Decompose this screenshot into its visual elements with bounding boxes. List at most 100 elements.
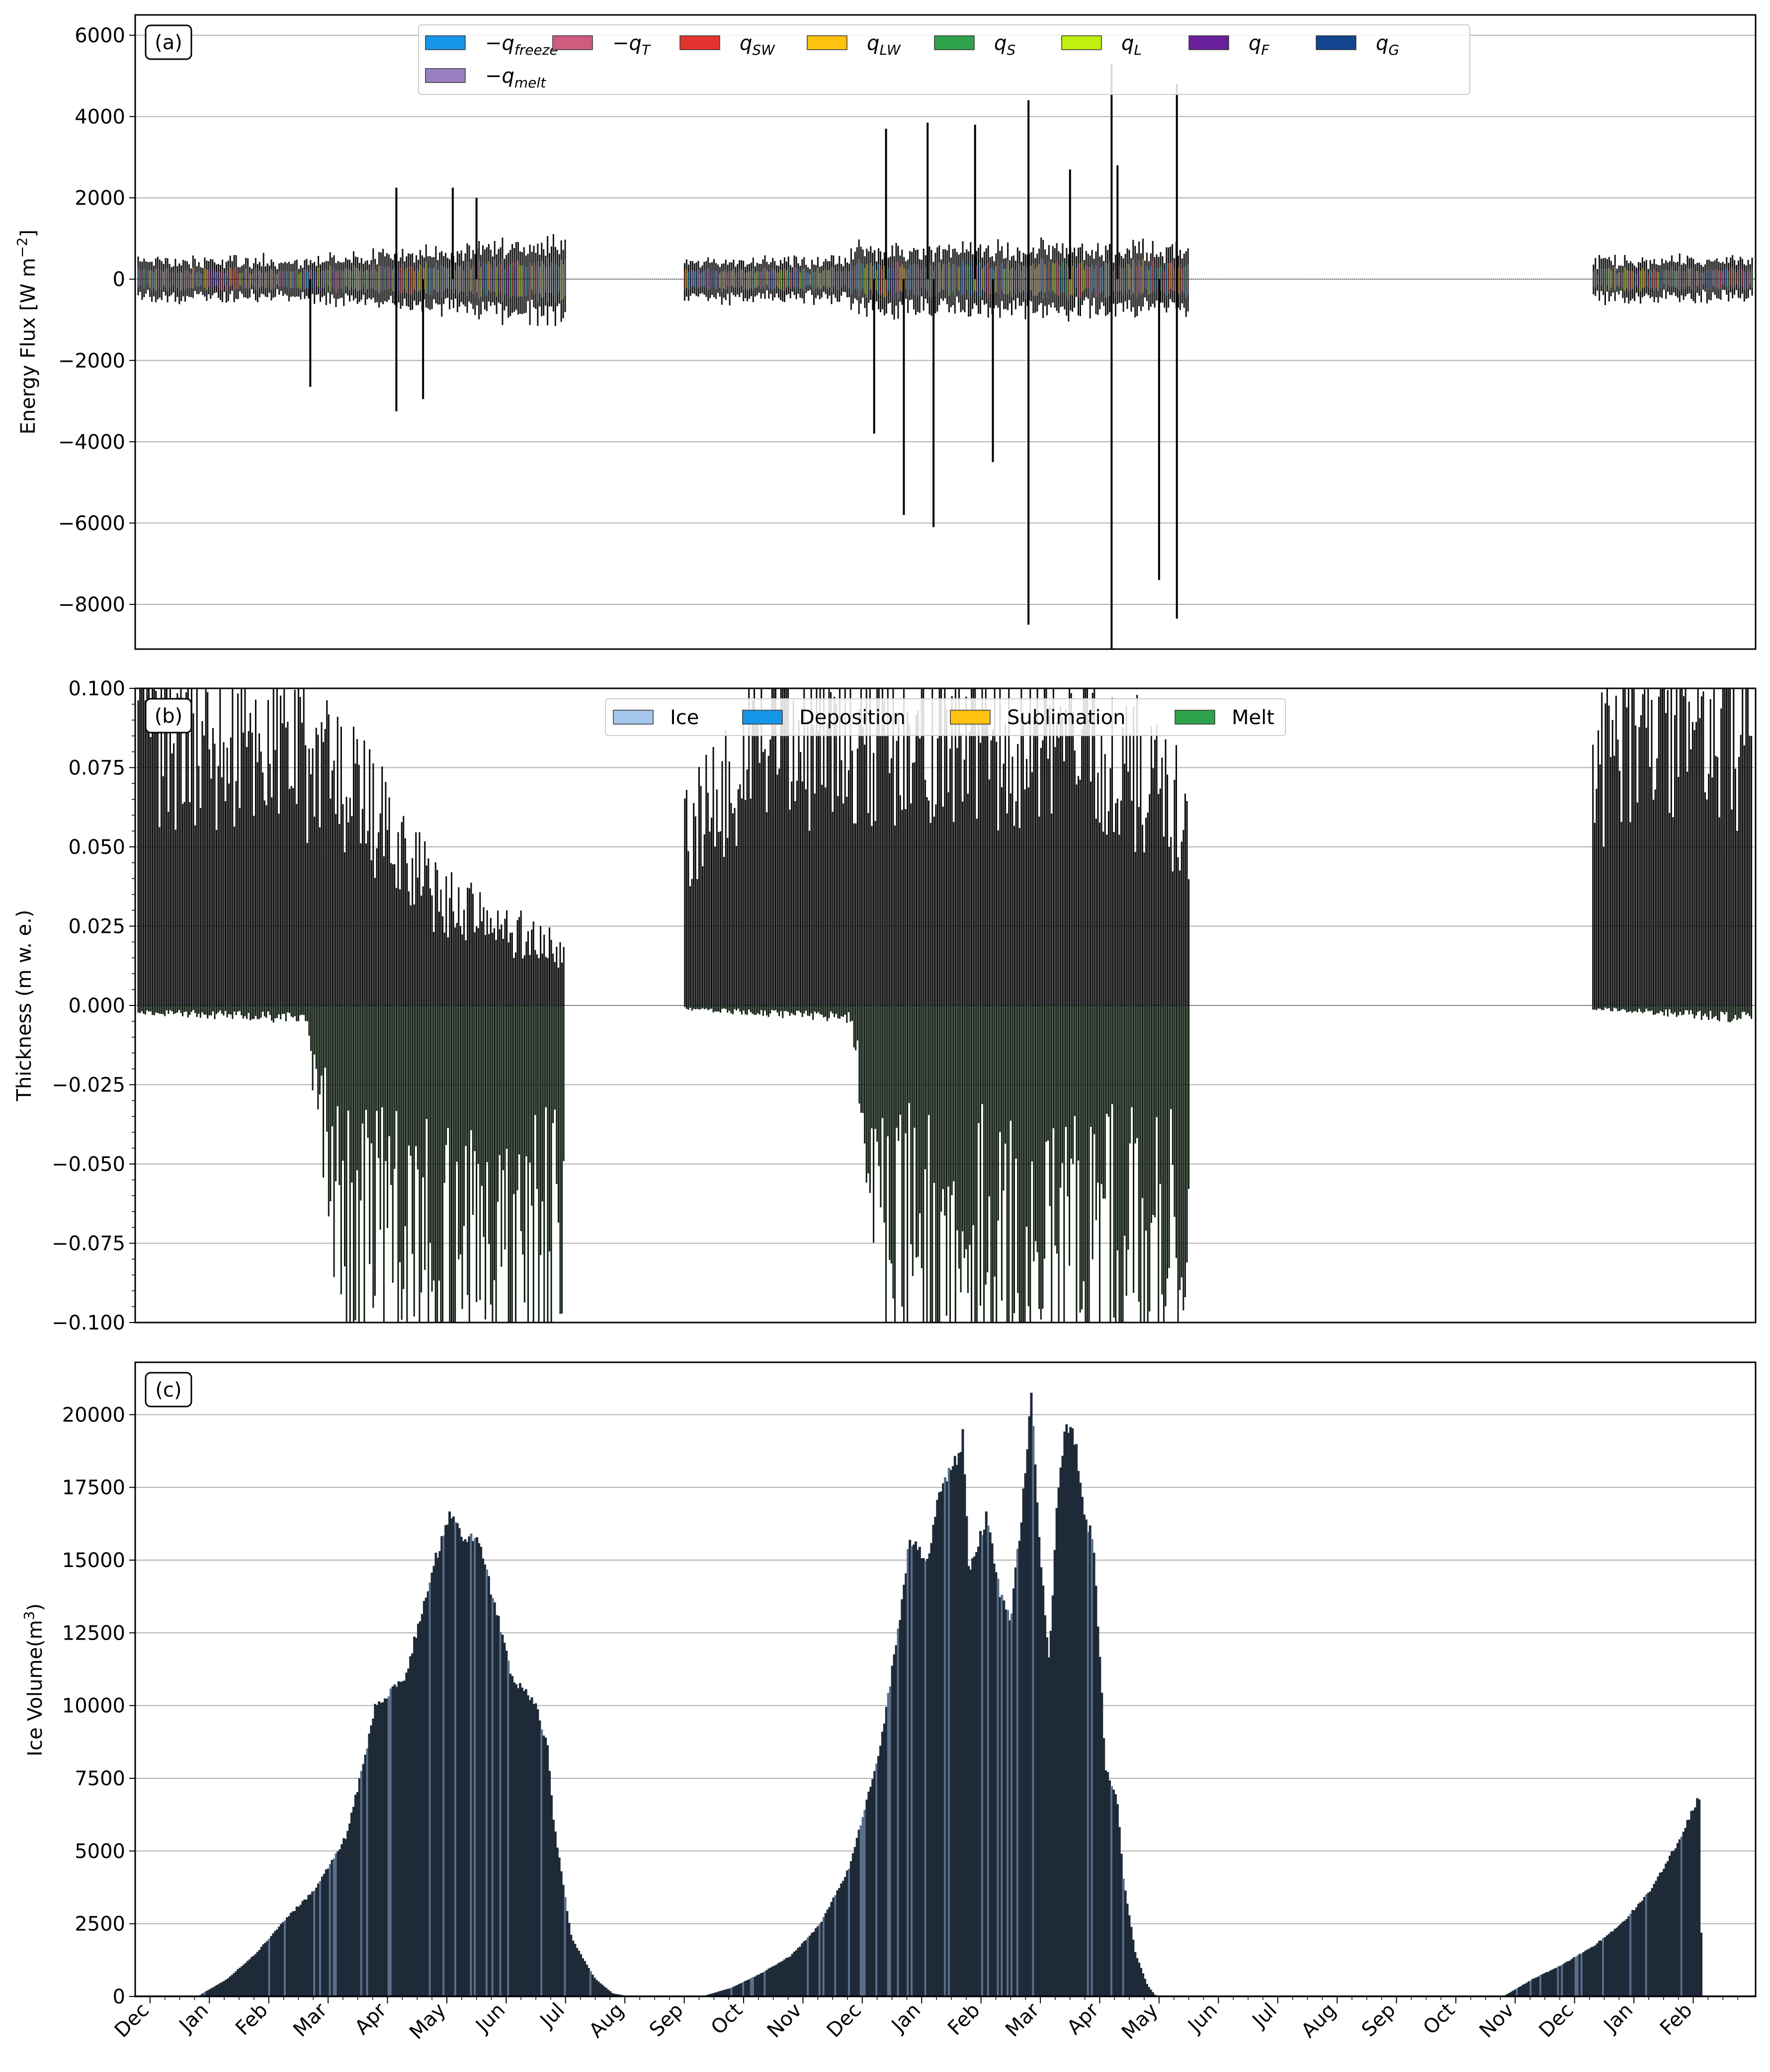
volume-bar (1680, 1836, 1683, 1996)
volume-bar (1619, 1924, 1622, 1996)
volume-bar (289, 1912, 292, 1996)
volume-bar (352, 1807, 355, 1996)
volume-bar (356, 1792, 359, 1996)
volume-bar (482, 1558, 485, 1996)
volume-bar (1038, 1537, 1041, 1996)
volume-bar (342, 1838, 345, 1996)
y-tick-label: 0 (113, 268, 125, 291)
volume-bar (818, 1924, 821, 1996)
volume-bar (826, 1909, 829, 1996)
volume-bar (476, 1537, 479, 1996)
volume-bar (601, 1985, 604, 1996)
panel-b-legend: Ice Deposition Sublimation Melt (605, 698, 1286, 736)
volume-bar (480, 1547, 483, 1996)
volume-bar (801, 1943, 804, 1996)
volume-bar (754, 1976, 757, 1996)
volume-bar (299, 1905, 302, 1996)
volume-bar (983, 1529, 986, 1996)
y-tick-label: 0 (113, 1986, 125, 2008)
volume-bar (580, 1954, 583, 1996)
volume-bar (572, 1940, 575, 1996)
volume-bar (235, 1971, 238, 1996)
volume-bar (239, 1968, 242, 1996)
volume-bar (861, 1817, 864, 1996)
volume-bar (1549, 1971, 1552, 1996)
volume-bar (1510, 1991, 1513, 1996)
volume-bar (562, 1885, 565, 1996)
volume-bar (1087, 1532, 1090, 1996)
volume-bar (805, 1940, 808, 1996)
volume-bar (975, 1552, 978, 1996)
volume-bar (1051, 1595, 1054, 1996)
volume-bar (969, 1570, 972, 1996)
volume-bar (1647, 1893, 1650, 1996)
volume-bar (405, 1672, 408, 1996)
legend-label: qF (1249, 32, 1269, 58)
volume-bar (1140, 1968, 1143, 1996)
volume-bar (1588, 1948, 1591, 1996)
volume-bar (307, 1895, 310, 1996)
volume-bar (1692, 1810, 1695, 1996)
volume-bar (716, 1991, 719, 1996)
volume-bar (430, 1573, 433, 1996)
legend-swatch (425, 68, 466, 83)
volume-bar (321, 1876, 324, 1996)
volume-bar (468, 1536, 471, 1996)
volume-bar (759, 1973, 762, 1996)
volume-bar (1112, 1789, 1115, 1996)
volume-bar (532, 1704, 535, 1996)
volume-bar (344, 1839, 347, 1996)
volume-bar (1667, 1861, 1670, 1996)
volume-bar (548, 1771, 551, 1996)
volume-bar (1145, 1984, 1148, 1996)
volume-bar (924, 1561, 927, 1996)
volume-bar (515, 1684, 518, 1996)
volume-bar (997, 1578, 1000, 1996)
volume-bar (932, 1525, 935, 1996)
volume-bar (895, 1645, 898, 1996)
volume-bar (961, 1429, 964, 1996)
volume-bar (1096, 1626, 1099, 1996)
volume-bar (1670, 1851, 1673, 1996)
volume-bar (452, 1516, 455, 1996)
volume-bar (444, 1525, 447, 1996)
volume-bar (1659, 1873, 1662, 1996)
volume-bar (744, 1981, 747, 1996)
volume-bar (458, 1528, 461, 1996)
volume-bar (857, 1829, 860, 1996)
volume-bar (1045, 1637, 1048, 1996)
volume-bar (1143, 1979, 1146, 1996)
volume-bar (912, 1544, 915, 1996)
volume-bar (542, 1736, 545, 1996)
volume-bar (1028, 1416, 1031, 1996)
legend-label: −qT (612, 32, 651, 58)
legend-label: −qmelt (485, 65, 546, 91)
volume-bar (448, 1511, 451, 1996)
volume-bar (315, 1888, 318, 1996)
volume-bar (971, 1558, 974, 1996)
volume-bar (285, 1917, 288, 1996)
volume-bar (1615, 1927, 1618, 1996)
volume-bar (987, 1525, 990, 1996)
volume-bar (1081, 1496, 1084, 1996)
volume-bar (419, 1621, 421, 1996)
volume-bar (709, 1994, 712, 1996)
panel-a-tag-box (145, 24, 192, 60)
volume-bar (991, 1543, 994, 1996)
volume-bar (714, 1992, 717, 1996)
volume-bar (1026, 1449, 1029, 1996)
volume-bar (280, 1924, 283, 1996)
volume-bar (556, 1847, 559, 1996)
panel-a-frame (134, 14, 1757, 650)
volume-bar (1512, 1990, 1515, 1996)
volume-bar (1590, 1947, 1593, 1996)
y-tick-label: −2000 (58, 349, 125, 372)
volume-bar (1529, 1980, 1532, 1996)
y-tick-label: −6000 (58, 512, 125, 535)
volume-bar (485, 1570, 488, 1996)
volume-bar (393, 1684, 396, 1996)
volume-bar (926, 1559, 929, 1996)
volume-bar (1557, 1966, 1560, 1996)
y-tick-label: 20000 (62, 1404, 125, 1426)
volume-bar (1525, 1983, 1528, 1996)
